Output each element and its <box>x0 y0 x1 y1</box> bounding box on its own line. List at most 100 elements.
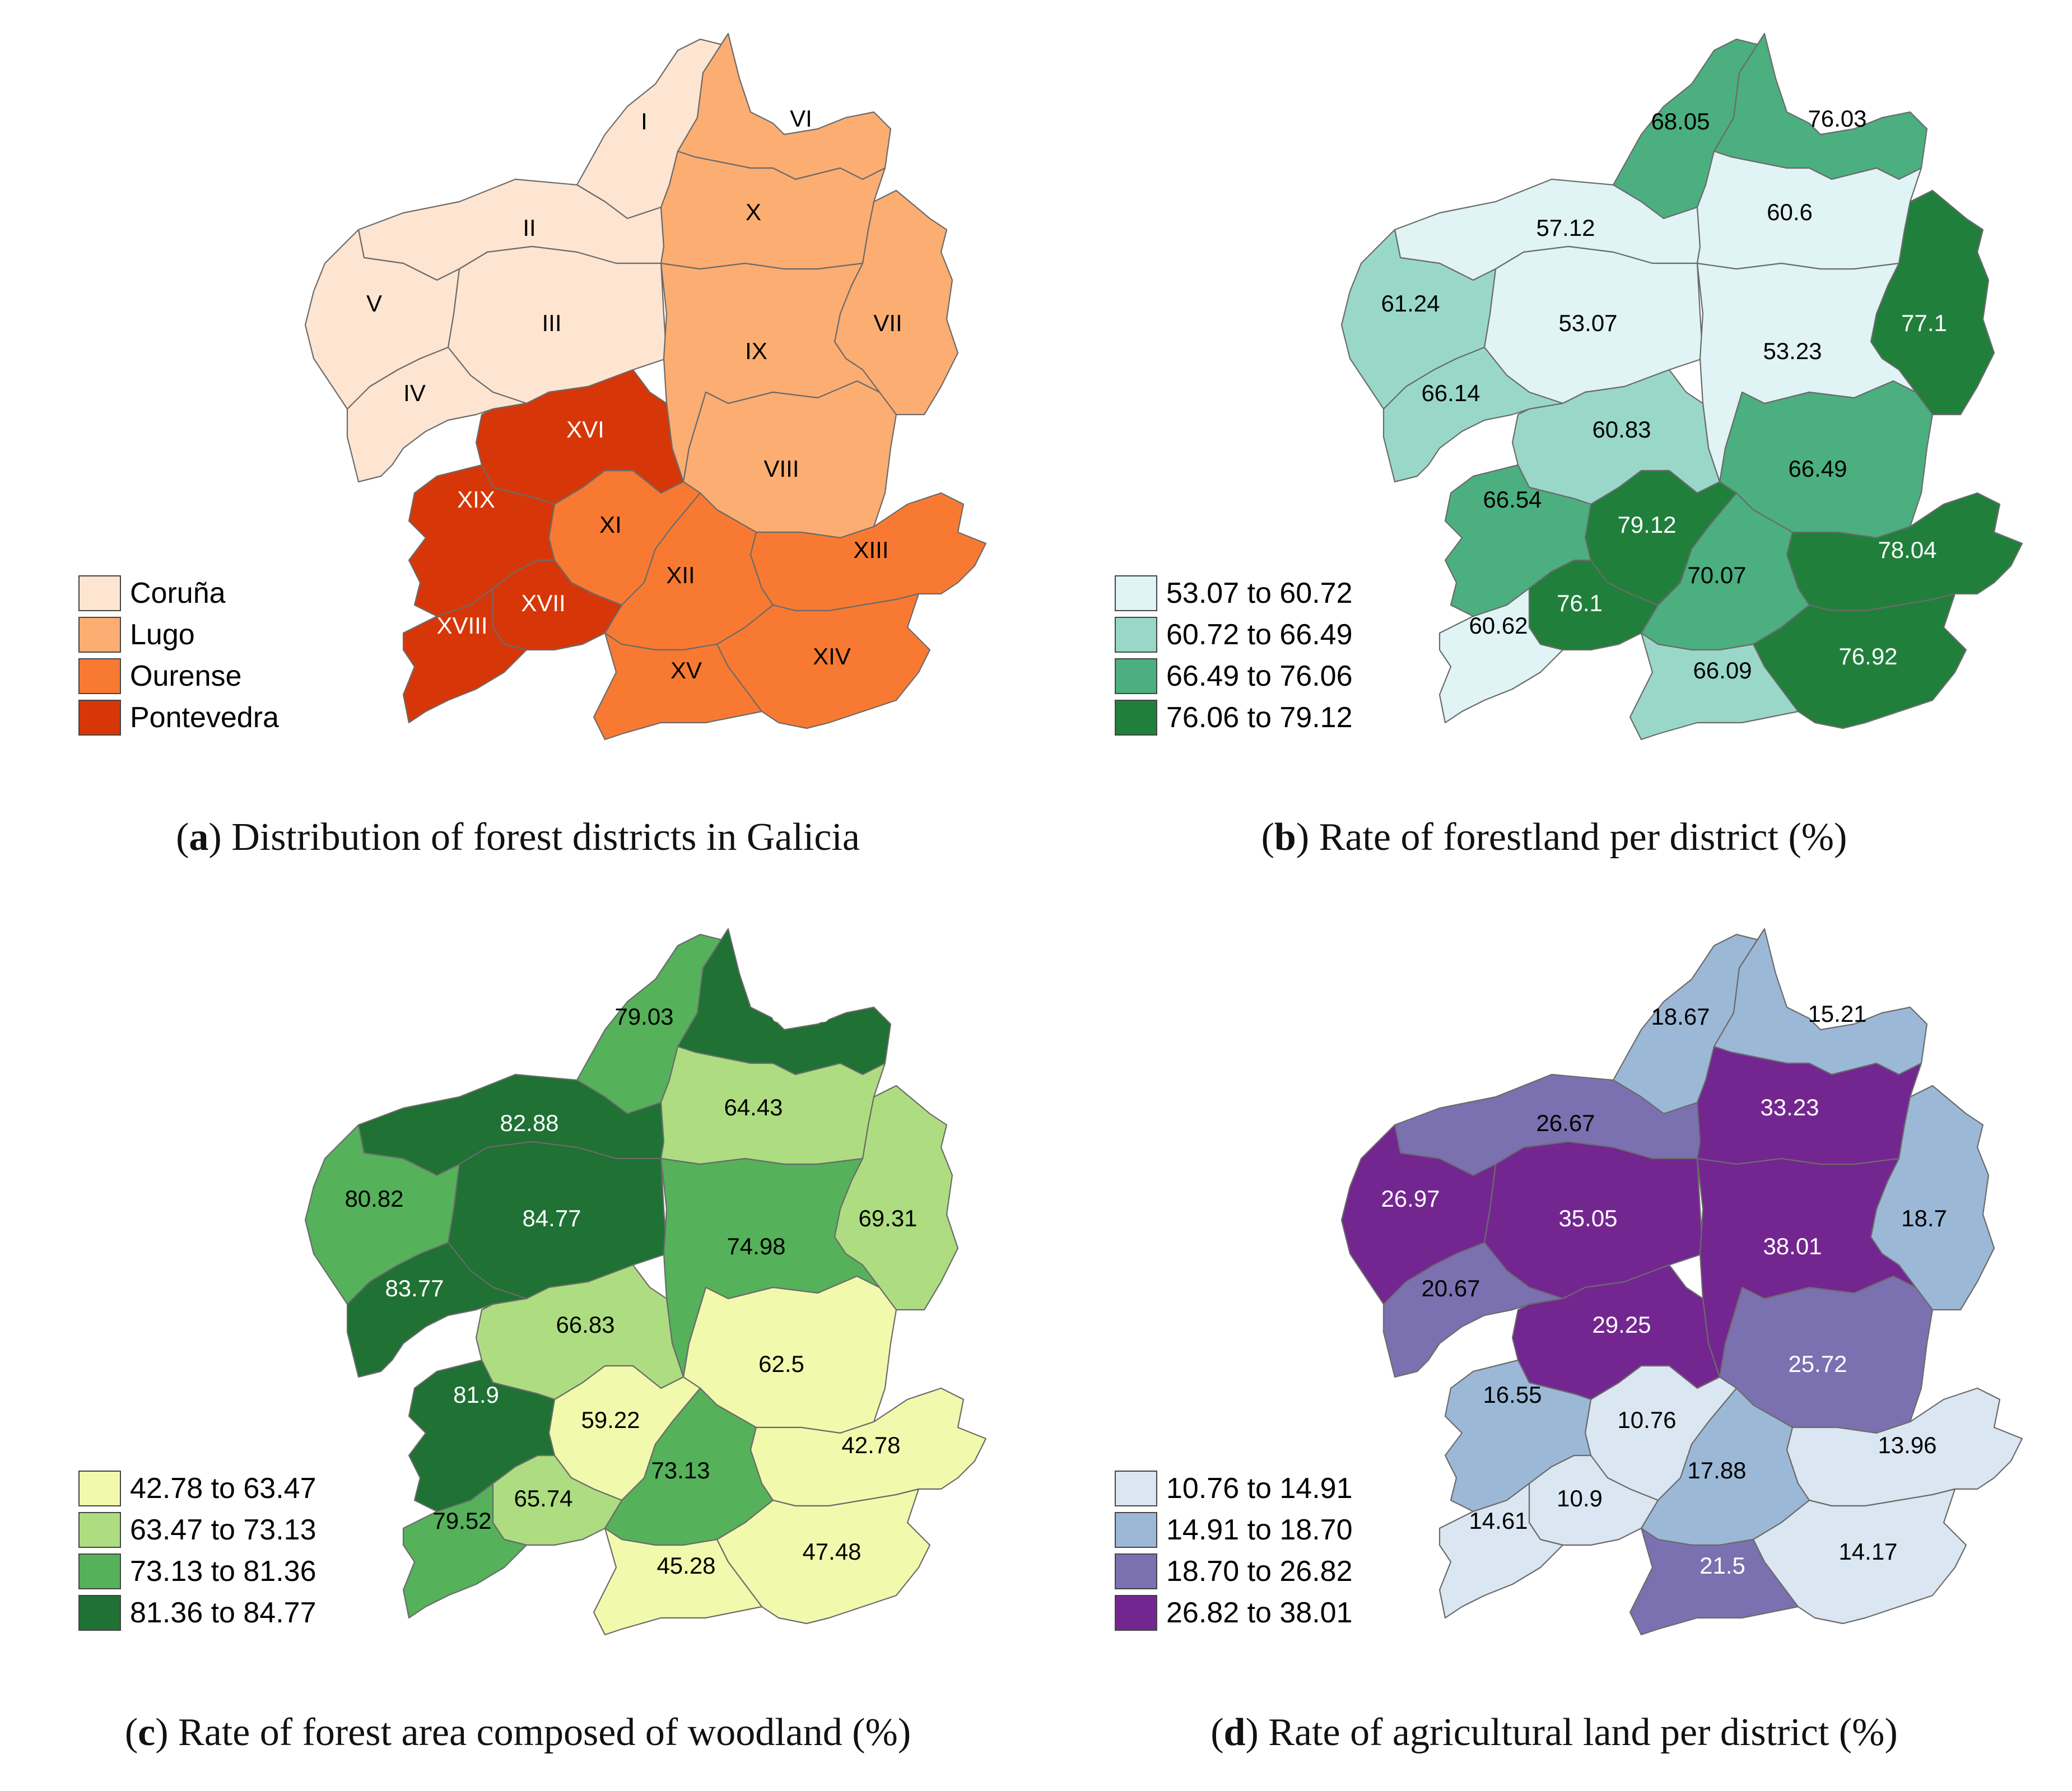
legend-label: Lugo <box>130 618 195 651</box>
district-label-v-d: 26.97 <box>1381 1185 1440 1212</box>
district-label-i-a: I <box>641 108 648 134</box>
legend-label: 63.47 to 73.13 <box>130 1514 316 1546</box>
district-label-ii-d: 26.67 <box>1536 1110 1595 1136</box>
district-label-i-b: 68.05 <box>1651 108 1710 134</box>
district-label-v-c: 80.82 <box>344 1185 403 1212</box>
legend-item-c-2: 63.47 to 73.13 <box>78 1509 316 1551</box>
legend-label: 14.91 to 18.70 <box>1166 1514 1353 1546</box>
galicia-map-a: IIIIIIIVVVIVIIVIIIIXXXIXIIXIIIXIVXVXVIXV… <box>304 32 987 741</box>
legend-label: 26.82 to 38.01 <box>1166 1597 1353 1629</box>
district-x-c <box>660 1045 886 1165</box>
legend-label: 81.36 to 84.77 <box>130 1597 316 1629</box>
legend-label: Pontevedra <box>130 701 279 734</box>
district-label-xiv-b: 76.92 <box>1838 643 1897 669</box>
legend-item-d-2: 14.91 to 18.70 <box>1115 1509 1353 1551</box>
legend-swatch <box>1115 658 1157 694</box>
district-label-xiv-d: 14.17 <box>1838 1538 1897 1565</box>
district-label-viii-d: 25.72 <box>1788 1351 1847 1377</box>
legend-item-a-4: Pontevedra <box>78 697 279 738</box>
district-label-ix-a: IX <box>745 338 767 364</box>
legend-label: 60.72 to 66.49 <box>1166 618 1353 651</box>
district-v-b <box>1340 229 1497 410</box>
district-label-xvii-a: XVII <box>521 590 565 616</box>
district-label-viii-b: 66.49 <box>1788 455 1847 482</box>
district-label-xix-a: XIX <box>457 486 495 513</box>
legend-swatch <box>1115 1595 1157 1631</box>
district-label-xvii-c: 65.74 <box>514 1485 572 1511</box>
legend-label: 66.49 to 76.06 <box>1166 660 1353 692</box>
district-label-x-a: X <box>746 199 761 225</box>
legend-swatch <box>1115 1553 1157 1589</box>
district-label-xvi-b: 60.83 <box>1592 416 1651 443</box>
district-label-xvii-d: 10.9 <box>1557 1485 1603 1511</box>
district-label-xiv-c: 47.48 <box>802 1538 861 1565</box>
district-xv-d <box>1629 1527 1799 1636</box>
legend-swatch <box>1115 1512 1157 1548</box>
galicia-map-d: 18.67 26.67 35.05 20.67 26.97 15.21 18.7 25.72 3… <box>1340 928 2023 1636</box>
legend-item-a-1: Coruña <box>78 573 279 614</box>
district-label-xvi-c: 66.83 <box>556 1311 614 1338</box>
legend-swatch <box>78 1553 121 1589</box>
legend-item-b-4: 76.06 to 79.12 <box>1115 697 1353 738</box>
district-label-xv-b: 66.09 <box>1693 657 1752 683</box>
district-label-ix-b: 53.23 <box>1763 338 1822 364</box>
district-xix-b <box>1444 464 1592 617</box>
district-label-ix-c: 74.98 <box>727 1233 785 1259</box>
district-v-d <box>1340 1124 1497 1305</box>
legend-item-d-3: 18.70 to 26.82 <box>1115 1551 1353 1592</box>
district-label-vi-c: 82.49 <box>771 1001 830 1027</box>
legend-swatch <box>78 1512 121 1548</box>
district-label-xviii-b: 60.62 <box>1469 612 1528 639</box>
district-label-ix-d: 38.01 <box>1763 1233 1822 1259</box>
district-label-ii-b: 57.12 <box>1536 215 1595 241</box>
district-label-xv-d: 21.5 <box>1699 1552 1745 1579</box>
district-label-iii-a: III <box>542 310 561 336</box>
district-label-vii-a: VII <box>873 310 902 336</box>
legend-label: 73.13 to 81.36 <box>130 1555 316 1588</box>
galicia-map-b: 68.05 57.12 53.07 66.14 61.24 76.03 77.1 66.49 5… <box>1340 32 2023 741</box>
district-label-vi-d: 15.21 <box>1808 1001 1866 1027</box>
district-label-i-d: 18.67 <box>1651 1003 1710 1030</box>
legend-b: 53.07 to 60.72 60.72 to 66.49 66.49 to 76.… <box>1115 573 1353 738</box>
district-label-xix-d: 16.55 <box>1483 1381 1542 1408</box>
legend-swatch <box>1115 700 1157 736</box>
district-v-a <box>304 229 460 410</box>
map-panel-b: 68.05 57.12 53.07 66.14 61.24 76.03 77.1 66.49 5… <box>1036 0 2072 895</box>
district-label-iii-d: 35.05 <box>1558 1205 1617 1231</box>
district-label-iv-d: 20.67 <box>1421 1275 1480 1301</box>
district-label-x-b: 60.6 <box>1767 199 1813 225</box>
district-label-ii-c: 82.88 <box>500 1110 558 1136</box>
district-label-vii-d: 18.7 <box>1901 1205 1947 1231</box>
legend-swatch <box>78 658 121 694</box>
legend-c: 42.78 to 63.47 63.47 to 73.13 73.13 to 81.… <box>78 1468 316 1634</box>
district-label-xi-a: XI <box>599 511 622 538</box>
district-label-viii-a: VIII <box>763 455 799 482</box>
district-label-iii-b: 53.07 <box>1558 310 1617 336</box>
district-label-ii-a: II <box>523 215 536 241</box>
legend-swatch <box>78 700 121 736</box>
district-xv-b <box>1629 632 1799 741</box>
legend-label: 10.76 to 14.91 <box>1166 1472 1353 1505</box>
legend-a: Coruña Lugo Ourense Pontevedra <box>78 573 279 738</box>
district-xv-a <box>593 632 763 741</box>
district-label-xii-a: XII <box>666 562 695 588</box>
district-label-xiii-a: XIII <box>853 537 888 563</box>
legend-item-d-4: 26.82 to 38.01 <box>1115 1592 1353 1634</box>
legend-swatch <box>78 617 121 653</box>
district-v-c <box>304 1124 460 1305</box>
district-label-xi-b: 79.12 <box>1617 511 1676 538</box>
district-label-vi-b: 76.03 <box>1808 105 1866 132</box>
district-label-vii-c: 69.31 <box>858 1205 917 1231</box>
district-label-xviii-c: 79.52 <box>432 1508 491 1534</box>
district-label-v-a: V <box>366 290 382 317</box>
district-label-xix-c: 81.9 <box>453 1381 499 1408</box>
galicia-map-c: 79.03 82.88 84.77 83.77 80.82 82.49 69.31 62.5 7… <box>304 928 987 1636</box>
map-panel-d: 18.67 26.67 35.05 20.67 26.97 15.21 18.7 25.72 3… <box>1036 895 2072 1790</box>
caption-b: (b) Rate of forestland per district (%) <box>1261 816 1847 859</box>
district-label-x-c: 64.43 <box>724 1094 783 1120</box>
district-x-b <box>1696 150 1922 270</box>
district-label-i-c: 79.03 <box>614 1003 673 1030</box>
district-label-vi-a: VI <box>790 105 812 132</box>
legend-label: 42.78 to 63.47 <box>130 1472 316 1505</box>
district-label-xi-c: 59.22 <box>581 1407 640 1433</box>
